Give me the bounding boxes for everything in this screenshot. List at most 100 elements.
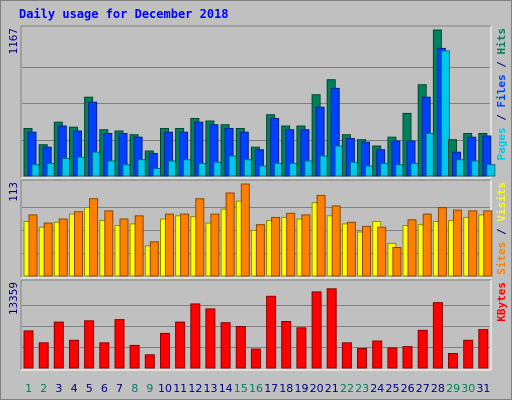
bar-sites-day-3	[58, 218, 68, 277]
bar-sites-day-25	[392, 247, 402, 277]
y-axis-max-label: 13359	[7, 282, 20, 315]
bar-sites-day-17	[271, 216, 281, 277]
x-axis-day-21: 21	[325, 382, 339, 395]
bar-sites-day-23	[362, 225, 371, 277]
bar-kbytes-day-26	[402, 346, 413, 369]
legend-part: KBytes	[495, 282, 508, 322]
series-legend-label: KBytes	[495, 282, 508, 322]
bar-kbytes-day-5	[84, 320, 95, 369]
x-axis-day-3: 3	[55, 382, 62, 395]
bar-sites-day-29	[453, 209, 462, 277]
bar-sites-day-22	[346, 221, 356, 277]
bar-kbytes-day-13	[205, 308, 216, 369]
x-axis-day-22: 22	[340, 382, 354, 395]
legend-part: Files	[495, 74, 508, 107]
series-legend-label: Pages / Files / Hits	[495, 28, 508, 161]
bar-kbytes-day-2	[38, 342, 49, 369]
chart-panels: 1167 Pages / Files / Hits 113 Sites / Visit…	[7, 25, 508, 371]
bar-pages-day-28	[440, 50, 450, 177]
bar-kbytes-day-28	[432, 302, 443, 369]
bar-sites-day-5	[89, 198, 99, 277]
y-axis-max-label: 1167	[7, 28, 20, 55]
bar-kbytes-day-11	[175, 321, 186, 369]
x-axis-day-13: 13	[204, 382, 218, 395]
bar-kbytes-day-27	[417, 329, 428, 369]
bar-sites-day-14	[225, 192, 235, 277]
bar-kbytes-day-7	[114, 319, 125, 369]
x-axis-day-6: 6	[101, 382, 108, 395]
series-legend-label: Sites / Visits	[495, 182, 508, 275]
bar-kbytes-day-1	[23, 330, 34, 369]
bar-kbytes-day-8	[129, 344, 140, 369]
bar-sites-day-26	[407, 219, 417, 277]
legend-part: Visits	[495, 182, 508, 222]
bar-pages-day-31	[486, 164, 496, 177]
bar-kbytes-day-14	[220, 322, 231, 369]
bar-kbytes-day-12	[190, 303, 201, 369]
bar-sites-day-27	[422, 213, 432, 277]
bar-kbytes-day-24	[372, 340, 383, 369]
bar-sites-day-1	[28, 214, 38, 277]
bar-kbytes-day-31	[478, 329, 489, 369]
x-axis-day-10: 10	[158, 382, 172, 395]
bar-sites-day-9	[149, 241, 159, 277]
x-axis-day-12: 12	[188, 382, 202, 395]
bar-sites-day-21	[331, 205, 341, 277]
bar-sites-day-8	[134, 215, 144, 277]
legend-part: Pages	[495, 127, 508, 160]
bar-kbytes-day-15	[235, 326, 246, 369]
x-axis-day-11: 11	[173, 382, 187, 395]
bar-kbytes-day-9	[144, 354, 155, 369]
x-axis-day-18: 18	[279, 382, 293, 395]
legend-part: /	[495, 222, 508, 242]
x-axis-day-23: 23	[355, 382, 369, 395]
x-axis-day-27: 27	[416, 382, 430, 395]
chart-title: Daily usage for December 2018	[19, 7, 229, 21]
bar-kbytes-day-23	[357, 348, 367, 369]
bar-sites-day-11	[180, 213, 190, 277]
legend-part: Sites	[495, 242, 508, 275]
bar-sites-day-13	[210, 213, 220, 277]
bar-sites-day-20	[316, 194, 326, 277]
bar-kbytes-day-18	[281, 321, 292, 369]
bar-sites-day-15	[240, 183, 250, 277]
bar-kbytes-day-3	[53, 321, 64, 369]
x-axis-day-19: 19	[295, 382, 309, 395]
bar-sites-day-2	[43, 222, 53, 277]
x-axis-day-29: 29	[446, 382, 460, 395]
bar-sites-day-7	[119, 218, 129, 277]
x-axis-day-15: 15	[234, 382, 248, 395]
x-axis-day-5: 5	[86, 382, 93, 395]
bar-sites-day-28	[437, 207, 447, 277]
bar-kbytes-day-22	[341, 342, 352, 369]
bar-sites-day-6	[104, 210, 114, 277]
panel-hits-files-pages: 1167 Pages / Files / Hits	[7, 25, 508, 179]
bar-sites-day-31	[483, 210, 493, 277]
bar-kbytes-day-6	[99, 342, 110, 369]
panel-visits-sites: 113 Sites / Visits	[7, 179, 508, 279]
x-axis-day-9: 9	[146, 382, 153, 395]
y-axis-max-label: 113	[7, 182, 20, 202]
x-axis-day-4: 4	[71, 382, 78, 395]
bar-sites-day-4	[74, 211, 83, 277]
bar-kbytes-day-17	[266, 295, 277, 369]
bar-sites-day-18	[286, 212, 296, 277]
bar-kbytes-day-19	[296, 327, 307, 369]
bar-kbytes-day-29	[448, 353, 458, 369]
bar-sites-day-10	[165, 213, 174, 277]
bar-kbytes-day-16	[250, 348, 261, 369]
x-axis-day-2: 2	[40, 382, 47, 395]
x-axis-day-26: 26	[401, 382, 415, 395]
bar-kbytes-day-20	[311, 291, 322, 369]
x-axis-day-7: 7	[116, 382, 123, 395]
legend-part: /	[495, 108, 508, 128]
x-axis-day-17: 17	[264, 382, 278, 395]
x-axis-day-labels: 1 2 3 4 5 6 7 8 9 10 11 12 13 14 15 16 17 18 19 20 21 22 23 24 2…	[25, 382, 490, 395]
legend-part: /	[495, 55, 508, 75]
x-axis-day-1: 1	[25, 382, 32, 395]
panel-kbytes: 13359 KBytes	[7, 279, 508, 371]
x-axis-day-24: 24	[370, 382, 384, 395]
legend-part: Hits	[495, 28, 508, 55]
bar-kbytes-day-25	[387, 347, 398, 369]
